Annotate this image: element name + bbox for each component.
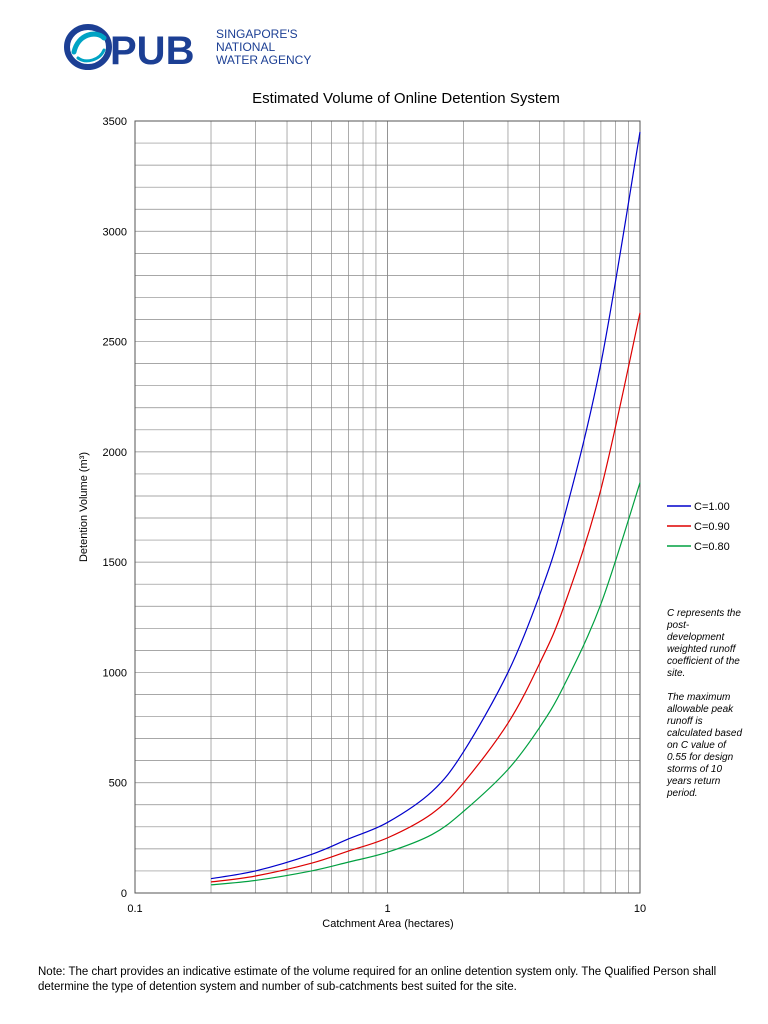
y-tick-label: 500	[109, 778, 127, 790]
chart-axes: 0 500 1000 1500 2000 2500 3000 3500 0.1 1 10	[103, 116, 647, 915]
footnote: Note: The chart provides an indicative e…	[38, 966, 717, 993]
chart-title: Estimated Volume of Online Detention Sys…	[252, 90, 560, 107]
series-line-1	[210, 131, 641, 880]
y-axis-label: Detention Volume (m³)	[78, 452, 90, 562]
chart-grid	[134, 120, 641, 894]
x-tick-label: 10	[634, 903, 646, 915]
x-axis-label: Catchment Area (hectares)	[322, 918, 453, 930]
legend-label: C=0.90	[694, 521, 730, 533]
chart-series	[210, 131, 641, 886]
side-notes: C represents the post-development weight…	[667, 608, 743, 812]
legend-label: C=1.00	[694, 501, 730, 513]
series-line-3	[210, 482, 641, 886]
note-peak-runoff: The maximum allowable peak runoff is cal…	[667, 692, 743, 799]
y-tick-label: 0	[121, 888, 127, 900]
note-c-definition: C represents the post-development weight…	[667, 608, 741, 679]
logo-tagline-1: SINGAPORE'S	[216, 27, 298, 41]
y-tick-label: 2000	[103, 447, 127, 459]
chart-legend: C=1.00 C=0.90 C=0.80	[667, 501, 730, 553]
x-tick-label: 0.1	[127, 903, 142, 915]
y-tick-label: 1500	[103, 557, 127, 569]
y-tick-label: 1000	[103, 667, 127, 679]
logo-swirl-icon	[64, 24, 112, 70]
y-tick-label: 2500	[103, 337, 127, 349]
plot-frame	[134, 120, 641, 894]
pub-logo: PUB SINGAPORE'S NATIONAL WATER AGENCY	[64, 24, 311, 72]
logo-brand: PUB	[110, 29, 194, 72]
series-line-2	[210, 312, 641, 883]
y-tick-label: 3000	[103, 226, 127, 238]
detention-volume-chart: Estimated Volume of Online Detention Sys…	[78, 90, 730, 930]
legend-label: C=0.80	[694, 541, 730, 553]
x-tick-label: 1	[384, 903, 390, 915]
logo-tagline-2: NATIONAL	[216, 40, 275, 54]
y-tick-label: 3500	[103, 116, 127, 128]
logo-tagline-3: WATER AGENCY	[216, 53, 311, 67]
